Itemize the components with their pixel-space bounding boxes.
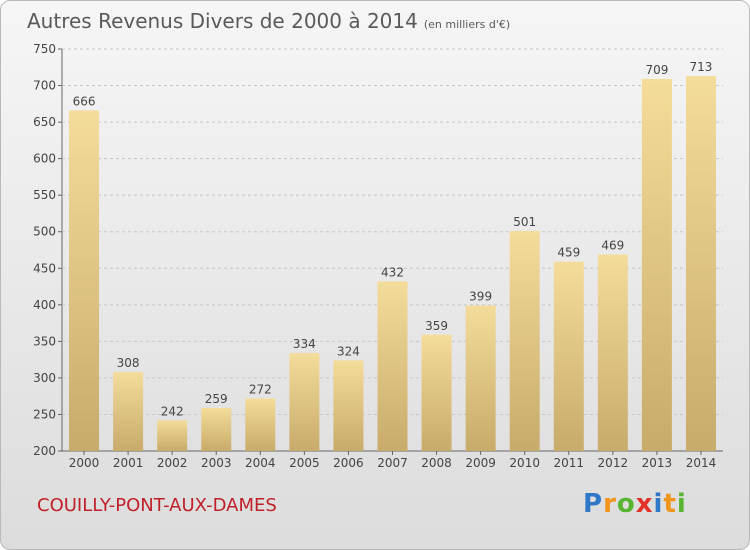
x-tick-label-2010: 2010: [509, 456, 540, 470]
x-tick-label-2004: 2004: [245, 456, 276, 470]
y-tick-label: 550: [33, 188, 56, 202]
data-label-2002: 242: [161, 404, 184, 418]
y-tick-label: 200: [33, 444, 56, 458]
data-label-2011: 459: [557, 246, 580, 260]
x-tick-label-2008: 2008: [421, 456, 452, 470]
bar-2010: [509, 230, 540, 451]
bar-2000: [69, 110, 100, 451]
logo-letter: x: [635, 489, 654, 519]
x-tick-label-2012: 2012: [598, 456, 629, 470]
data-label-2003: 259: [205, 392, 228, 406]
x-tick-label-2006: 2006: [333, 456, 364, 470]
x-tick-label-2000: 2000: [69, 456, 100, 470]
data-label-2014: 713: [690, 60, 713, 74]
data-label-2000: 666: [73, 94, 96, 108]
y-tick-label: 350: [33, 334, 56, 348]
y-tick-label: 250: [33, 407, 56, 421]
bar-2005: [289, 353, 320, 451]
data-label-2006: 324: [337, 344, 360, 358]
bar-2008: [421, 334, 452, 451]
data-label-2004: 272: [249, 382, 272, 396]
bar-2014: [685, 76, 716, 451]
data-label-2005: 334: [293, 337, 316, 351]
bar-2003: [201, 407, 232, 451]
data-label-2010: 501: [513, 215, 536, 229]
unit-note: (en milliers d'€): [423, 18, 511, 31]
y-tick-label: 650: [33, 115, 56, 129]
bar-2004: [245, 398, 276, 451]
logo-letter: t: [663, 489, 677, 519]
x-tick-label-2007: 2007: [377, 456, 408, 470]
logo-letter: i: [676, 489, 687, 519]
y-tick-label: 600: [33, 152, 56, 166]
logo-letter: r: [603, 489, 617, 519]
logo-letter: P: [583, 489, 604, 519]
place-name: COUILLY-PONT-AUX-DAMES: [37, 495, 277, 516]
bar-2013: [641, 78, 672, 451]
chart-title: Autres Revenus Divers de 2000 à 2014 (en …: [27, 9, 510, 33]
bar-2002: [157, 420, 188, 451]
x-tick-label-2011: 2011: [553, 456, 584, 470]
y-tick-label: 450: [33, 261, 56, 275]
y-tick-label: 300: [33, 371, 56, 385]
data-label-2009: 399: [469, 290, 492, 304]
logo-letter: i: [653, 489, 664, 519]
y-tick-label: 750: [33, 42, 56, 56]
bar-2007: [377, 281, 408, 451]
data-label-2013: 709: [645, 63, 668, 77]
x-tick-label-2003: 2003: [201, 456, 232, 470]
y-tick-label: 700: [33, 79, 56, 93]
bar-2006: [333, 360, 364, 451]
bar-2009: [465, 305, 496, 451]
y-tick-label: 400: [33, 298, 56, 312]
bar-2001: [113, 372, 144, 451]
x-tick-label-2014: 2014: [686, 456, 717, 470]
data-label-2008: 359: [425, 319, 448, 333]
data-label-2007: 432: [381, 265, 404, 279]
y-tick-label: 500: [33, 225, 56, 239]
proxiti-logo: Proxiti: [583, 489, 687, 519]
x-tick-label-2009: 2009: [465, 456, 496, 470]
x-tick-label-2002: 2002: [157, 456, 188, 470]
data-label-2012: 469: [601, 238, 624, 252]
title-text: Autres Revenus Divers de 2000 à 2014: [27, 9, 418, 33]
x-tick-label-2001: 2001: [113, 456, 144, 470]
logo-letter: o: [616, 489, 636, 519]
bar-2011: [553, 261, 584, 451]
data-label-2001: 308: [117, 356, 140, 370]
bar-2012: [597, 254, 628, 451]
x-tick-label-2005: 2005: [289, 456, 320, 470]
x-tick-label-2013: 2013: [642, 456, 673, 470]
